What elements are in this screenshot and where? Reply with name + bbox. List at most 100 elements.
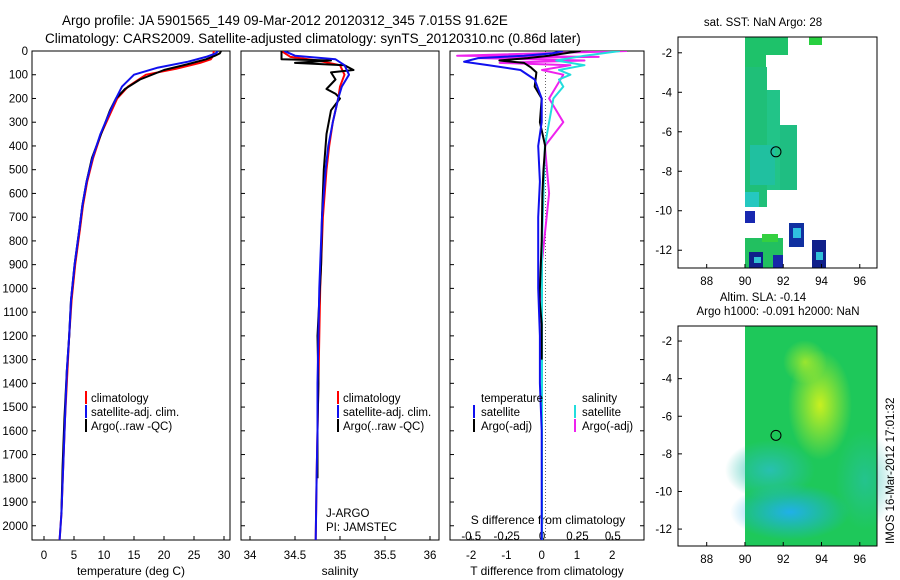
sla-map-field: [725, 326, 895, 546]
x-tick-label: 34.5: [284, 550, 306, 562]
map-x-tick-label: 92: [777, 276, 790, 288]
difference-panel-frame: [449, 50, 645, 541]
map-x-tick-label: 96: [853, 554, 866, 566]
temperature-argo-line: [60, 51, 222, 514]
legend-text-sal-satellite: satellite: [582, 407, 621, 419]
map-y-tick-label: -12: [655, 524, 672, 536]
map-x-tick-label: 94: [815, 276, 828, 288]
temperature-legend: climatology satellite-adj. clim. Argo(..…: [85, 391, 179, 433]
x-tick-label: 35: [334, 550, 347, 562]
difference-x-axis: -2 -1 0 1 2: [466, 536, 615, 562]
salinity-x-axis: 34 34.5 35 35.5 36: [244, 536, 437, 562]
x-tick-label: 0.25: [566, 531, 588, 543]
temperature-satellite-line: [58, 51, 219, 540]
x-tick-label: -2: [466, 550, 476, 562]
legend-text-satellite: satellite-adj. clim.: [91, 407, 179, 419]
x-tick-label: 20: [158, 550, 171, 562]
depth-tick-label: 2000: [2, 521, 28, 533]
map-x-tick-label: 92: [777, 554, 790, 566]
legend-text-argo: Argo(..raw -QC): [91, 421, 172, 433]
salinity-climatology-line: [280, 51, 346, 540]
depth-tick-label: 1700: [2, 450, 28, 462]
map-x-tick-label: 90: [739, 554, 752, 566]
x-tick-label: 25: [188, 550, 201, 562]
legend-text-satellite: satellite-adj. clim.: [343, 407, 431, 419]
map-x-tick-label: 94: [815, 554, 828, 566]
x-tick-label: 0: [41, 550, 47, 562]
sst-argo-position-marker: [770, 146, 782, 158]
s-difference-axis-label: S difference from climatology: [471, 513, 626, 527]
map-y-tick-label: -4: [662, 374, 673, 386]
map-y-tick-label: -6: [662, 411, 672, 423]
map-y-tick-label: -10: [655, 206, 672, 218]
x-tick-label: 30: [218, 550, 231, 562]
pi-note: PI: JAMSTEC: [326, 522, 397, 534]
map-x-tick-label: 88: [700, 276, 713, 288]
legend-text-climatology: climatology: [91, 393, 149, 405]
header-line-2: Climatology: CARS2009. Satellite-adjuste…: [45, 31, 581, 46]
x-tick-label: -1: [501, 550, 511, 562]
depth-tick-label: 1900: [2, 497, 28, 509]
temperature-x-axis: 0 5 10 15 20 25 30: [41, 536, 231, 562]
depth-tick-label: 1500: [2, 402, 28, 414]
depth-tick-label: 100: [9, 70, 28, 82]
sla-map-axes: 88 90 92 94 96 -2 -4 -6 -8 -10 -12: [655, 336, 866, 566]
x-tick-label: 0.5: [605, 531, 621, 543]
legend-text-sal-argo: Argo(-adj): [582, 421, 633, 433]
depth-axis: 0 100 200 300 400 500 600 700 800 900 1000 1100 1200…: [2, 46, 644, 533]
depth-tick-label: 300: [9, 117, 28, 129]
map-y-tick-label: -2: [662, 336, 672, 348]
imos-credit: IMOS 16-Mar-2012 17:01:32: [885, 398, 897, 544]
x-tick-label: 5: [71, 550, 77, 562]
depth-tick-label: 1400: [2, 378, 28, 390]
salinity-satellite-difference-line: [541, 51, 621, 540]
sla-argo-position-marker: [770, 429, 782, 441]
depth-tick-label: 900: [9, 260, 28, 272]
map-y-tick-label: -10: [655, 486, 672, 498]
temperature-axis-label: temperature (deg C): [77, 564, 185, 578]
map-y-tick-label: -4: [662, 87, 673, 99]
legend-title-temperature: temperature: [481, 393, 543, 405]
map-x-tick-label: 88: [700, 554, 713, 566]
depth-tick-label: 1800: [2, 473, 28, 485]
x-tick-label: 35.5: [374, 550, 396, 562]
map-y-tick-label: -12: [655, 245, 672, 257]
depth-tick-label: 0: [22, 46, 28, 58]
legend-text-temp-argo: Argo(-adj): [481, 421, 532, 433]
sla-map-frame: [677, 325, 878, 547]
x-tick-label: 36: [424, 550, 437, 562]
depth-tick-label: 600: [9, 188, 28, 200]
temperature-satellite-difference-line: [463, 51, 564, 540]
depth-tick-label: 1200: [2, 331, 28, 343]
sst-map-frame: [677, 36, 878, 269]
x-tick-label: -0.5: [461, 531, 481, 543]
x-tick-label: 34: [244, 550, 257, 562]
sla-map-title-1: Altim. SLA: -0.14: [720, 292, 807, 304]
salinity-satellite-line: [283, 51, 350, 540]
map-y-tick-label: -6: [662, 127, 672, 139]
sst-map-axes: 88 90 92 94 96 -2 -4 -6 -8 -10 -12: [655, 48, 866, 288]
x-tick-label: 0: [539, 550, 545, 562]
x-tick-label: 10: [98, 550, 111, 562]
temperature-panel-frame: [31, 50, 231, 541]
legend-text-temp-satellite: satellite: [481, 407, 520, 419]
depth-tick-label: 400: [9, 141, 28, 153]
legend-text-argo: Argo(..raw -QC): [343, 421, 424, 433]
map-y-tick-label: -2: [662, 48, 672, 60]
salinity-series: [280, 51, 355, 540]
x-tick-label: 2: [609, 550, 615, 562]
temperature-climatology-line: [58, 51, 215, 540]
legend-text-climatology: climatology: [343, 393, 401, 405]
depth-tick-label: 1100: [3, 307, 28, 319]
x-tick-label: 1: [574, 550, 580, 562]
sla-map-title-2: Argo h1000: -0.091 h2000: NaN: [696, 306, 859, 318]
t-difference-axis-label: T difference from climatology: [470, 564, 624, 578]
temperature-series: [58, 51, 222, 540]
map-x-tick-label: 90: [739, 276, 752, 288]
x-tick-label: 15: [128, 550, 141, 562]
depth-tick-label: 700: [9, 212, 28, 224]
depth-tick-label: 1600: [2, 426, 28, 438]
depth-tick-label: 1300: [2, 355, 28, 367]
operator-note: J-ARGO: [326, 508, 370, 520]
